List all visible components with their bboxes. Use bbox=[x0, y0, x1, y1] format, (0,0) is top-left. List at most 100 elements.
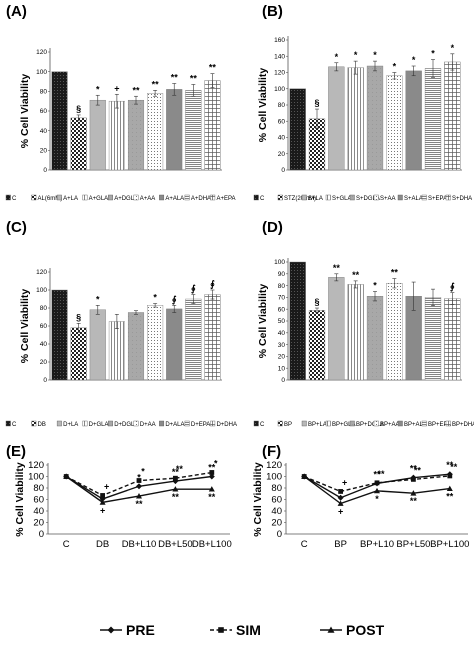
legend-label: C bbox=[12, 196, 17, 202]
y-tick-label: 20 bbox=[33, 518, 44, 529]
y-tick-label: 0 bbox=[281, 167, 285, 174]
significance-mark: ** bbox=[172, 467, 180, 477]
bar-BP+DGLA bbox=[366, 296, 384, 381]
y-tick-label: 140 bbox=[274, 53, 285, 60]
significance-mark: * bbox=[451, 43, 455, 53]
y-tick-label: 20 bbox=[40, 148, 48, 155]
y-tick-label: 100 bbox=[36, 287, 47, 294]
legend-label: D+ALA bbox=[165, 422, 184, 428]
y-tick-label: 80 bbox=[40, 305, 48, 312]
y-tick-label: 80 bbox=[271, 483, 282, 494]
y-tick-label: 120 bbox=[36, 269, 47, 276]
significance-mark: * bbox=[354, 50, 358, 60]
y-tick-label: 20 bbox=[278, 354, 286, 361]
panel-label: (E) bbox=[6, 443, 26, 460]
legend-label: SIM bbox=[236, 622, 261, 638]
y-tick-label: 120 bbox=[274, 70, 285, 77]
legend-label: S+DHA bbox=[452, 196, 472, 202]
y-tick-label: 40 bbox=[40, 341, 48, 348]
y-axis-title: % Cell Viability bbox=[19, 74, 31, 149]
bar-A+GLA bbox=[108, 100, 125, 171]
legend-label: D+EPA bbox=[191, 422, 210, 428]
point-sim bbox=[447, 473, 453, 479]
significance-mark: + bbox=[338, 507, 343, 517]
y-tick-label: 20 bbox=[40, 359, 48, 366]
legend-label: D+GLA bbox=[89, 422, 109, 428]
y-tick-label: 60 bbox=[40, 108, 48, 115]
bar-D+DHA bbox=[204, 294, 221, 381]
legend-label: BP+EPA bbox=[428, 422, 451, 428]
bar-C bbox=[289, 88, 306, 171]
bar-BP+AA bbox=[386, 283, 403, 381]
legend-swatch bbox=[82, 194, 88, 201]
y-tick-label: 80 bbox=[40, 89, 48, 96]
significance-mark: ** bbox=[414, 465, 422, 475]
y-tick-label: 60 bbox=[278, 306, 286, 313]
legend-label: S+EPA bbox=[428, 196, 447, 202]
y-tick-label: 120 bbox=[36, 49, 47, 56]
significance-mark: ** bbox=[391, 268, 399, 278]
x-tick-label: C bbox=[301, 539, 308, 550]
bar-A+DHA bbox=[185, 90, 202, 171]
point-post bbox=[208, 486, 215, 492]
legend-swatch bbox=[445, 420, 451, 427]
legend-swatch bbox=[159, 194, 165, 201]
significance-mark: § bbox=[76, 104, 81, 114]
point-post bbox=[374, 487, 380, 494]
significance-mark: ** bbox=[377, 469, 385, 479]
point-post bbox=[63, 473, 70, 479]
point-pre bbox=[136, 483, 142, 490]
bar-A+ALA bbox=[166, 89, 183, 171]
y-tick-label: 60 bbox=[278, 118, 286, 125]
y-tick-label: 100 bbox=[266, 472, 282, 483]
x-tick-label: DB+L50 bbox=[158, 539, 193, 550]
bar-BP bbox=[308, 310, 326, 381]
y-tick-label: 40 bbox=[40, 128, 48, 135]
significance-mark: ** bbox=[172, 492, 180, 502]
legend-label: BP+LA bbox=[308, 422, 327, 428]
legend-label: A+GLA bbox=[89, 196, 109, 202]
point-post bbox=[99, 499, 106, 505]
significance-mark: * bbox=[96, 84, 100, 94]
significance-mark: * bbox=[431, 49, 435, 59]
significance-mark: * bbox=[373, 50, 377, 60]
y-tick-label: 100 bbox=[274, 259, 285, 266]
y-tick-label: 120 bbox=[266, 460, 282, 471]
y-axis-title: % Cell Viability bbox=[19, 289, 31, 364]
legend-swatch bbox=[184, 420, 190, 427]
legend-swatch bbox=[301, 194, 307, 201]
legend-label: S+DGLA bbox=[356, 196, 380, 202]
x-tick-label: BP bbox=[334, 539, 347, 550]
y-tick-label: 20 bbox=[271, 518, 282, 529]
bar-S+AA bbox=[386, 75, 403, 171]
bar-DB bbox=[70, 327, 87, 381]
legend-label: C bbox=[260, 422, 265, 428]
legend-swatch bbox=[5, 420, 11, 427]
significance-mark: § bbox=[314, 297, 319, 307]
x-tick-label: DB bbox=[96, 539, 109, 550]
bar-A+DGLA bbox=[127, 99, 145, 171]
legend-swatch bbox=[277, 194, 283, 201]
significance-mark: ** bbox=[446, 492, 454, 502]
panel-b: (B) 0 20 40 60 80 100 120 140 160 % Cell Viability… bbox=[253, 3, 472, 202]
x-tick-label: BP+L10 bbox=[360, 539, 394, 550]
bar-A+EPA bbox=[204, 80, 221, 171]
legend-swatch bbox=[373, 420, 379, 427]
legend-swatch bbox=[397, 194, 403, 201]
bar-A+LA bbox=[89, 99, 106, 171]
legend-swatch bbox=[82, 420, 88, 427]
significance-mark: ** bbox=[410, 464, 418, 474]
panel-d: (D) 0 10 20 30 40 50 60 70 80 90 100 % Cell Viabilit… bbox=[253, 219, 474, 428]
significance-mark: + bbox=[342, 477, 347, 487]
legend-swatch bbox=[56, 420, 62, 427]
x-tick-label: DB+L100 bbox=[192, 539, 232, 550]
significance-mark: ** bbox=[446, 460, 454, 470]
significance-mark: * bbox=[412, 55, 416, 65]
significance-mark: § bbox=[76, 312, 81, 322]
legend-swatch bbox=[445, 194, 451, 201]
y-tick-label: 80 bbox=[33, 483, 44, 494]
bar-C bbox=[51, 71, 68, 171]
legend-label: BP+DGLA bbox=[356, 422, 384, 428]
significance-mark: * bbox=[373, 281, 377, 291]
significance-mark: ** bbox=[132, 85, 140, 95]
